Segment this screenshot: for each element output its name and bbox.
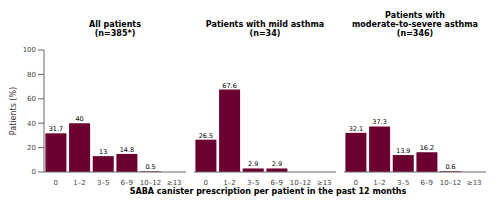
- svg-text:32.1: 32.1: [349, 125, 363, 133]
- svg-text:0: 0: [32, 168, 36, 176]
- svg-text:3–5: 3–5: [97, 179, 109, 186]
- svg-text:31.7: 31.7: [49, 125, 63, 133]
- svg-text:26.5: 26.5: [199, 132, 213, 140]
- svg-text:0: 0: [354, 179, 358, 186]
- svg-text:80: 80: [27, 71, 36, 79]
- svg-text:16.2: 16.2: [420, 144, 434, 152]
- svg-text:6–9: 6–9: [271, 179, 283, 186]
- svg-text:40: 40: [27, 120, 36, 128]
- svg-text:≥13: ≥13: [467, 179, 482, 186]
- html-text:Patients with moderate-to-seve: Patients with moderate-to-severe asthma …: [352, 11, 478, 38]
- svg-text:1–2: 1–2: [73, 179, 85, 186]
- html-text:Patients with mild asthma (n=3: Patients with mild asthma (n=34): [205, 20, 325, 38]
- svg-text:0: 0: [204, 179, 208, 186]
- svg-text:0.5: 0.5: [145, 163, 155, 171]
- svg-text:≥13: ≥13: [167, 179, 182, 186]
- svg-text:3–5: 3–5: [247, 179, 259, 186]
- svg-text:60: 60: [27, 95, 36, 103]
- svg-text:20: 20: [27, 144, 36, 152]
- svg-text:100: 100: [23, 46, 36, 54]
- svg-text:1–2: 1–2: [373, 179, 385, 186]
- svg-text:1–2: 1–2: [223, 179, 235, 186]
- svg-text:67.6: 67.6: [222, 82, 236, 90]
- svg-text:40: 40: [75, 115, 83, 123]
- svg-text:Patients (%): Patients (%): [9, 87, 18, 135]
- svg-text:0.6: 0.6: [445, 163, 455, 171]
- svg-text:2.9: 2.9: [248, 160, 258, 168]
- svg-text:14.8: 14.8: [120, 146, 134, 154]
- svg-text:10–12: 10–12: [140, 179, 161, 186]
- svg-text:3–5: 3–5: [397, 179, 409, 186]
- html-text:All patients (n=385*): All patients (n=385*): [89, 20, 141, 38]
- svg-text:37.3: 37.3: [372, 118, 386, 126]
- svg-text:≥13: ≥13: [317, 179, 332, 186]
- svg-text:6–9: 6–9: [421, 179, 433, 186]
- svg-text:0: 0: [54, 179, 58, 186]
- svg-text:10–12: 10–12: [440, 179, 461, 186]
- html-text:SABA canister prescription per: SABA canister prescription per patient i…: [129, 187, 407, 196]
- svg-text:2.9: 2.9: [272, 160, 282, 168]
- svg-text:13: 13: [99, 148, 107, 156]
- svg-text:13.9: 13.9: [396, 147, 410, 155]
- svg-text:10–12: 10–12: [290, 179, 311, 186]
- svg-text:6–9: 6–9: [121, 179, 133, 186]
